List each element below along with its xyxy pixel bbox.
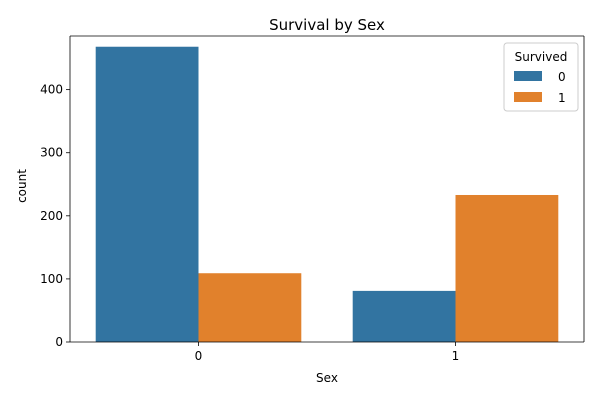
chart-title: Survival by Sex <box>269 16 385 34</box>
y-axis-label: count <box>15 169 29 203</box>
bar-1-1 <box>455 194 559 342</box>
y-tick-label: 100 <box>40 272 63 286</box>
bar-0-1 <box>352 290 456 342</box>
plot-area: 0 100 200 300 400 0 1 <box>40 35 585 363</box>
legend-label-1: 1 <box>558 91 566 105</box>
x-tick-label: 0 <box>195 349 203 363</box>
y-tick-label: 400 <box>40 83 63 97</box>
legend-swatch-1 <box>514 92 542 102</box>
bar-1-0 <box>198 273 302 342</box>
x-tick-label: 1 <box>452 349 460 363</box>
legend-title: Survived <box>515 50 568 64</box>
y-tick-label: 0 <box>55 335 63 349</box>
y-tick-label: 300 <box>40 146 63 160</box>
legend-swatch-0 <box>514 71 542 81</box>
y-tick-label: 200 <box>40 209 63 223</box>
bar-0-0 <box>95 46 199 342</box>
legend: Survived 0 1 <box>503 42 579 112</box>
legend-label-0: 0 <box>558 70 566 84</box>
x-axis-label: Sex <box>316 371 338 385</box>
